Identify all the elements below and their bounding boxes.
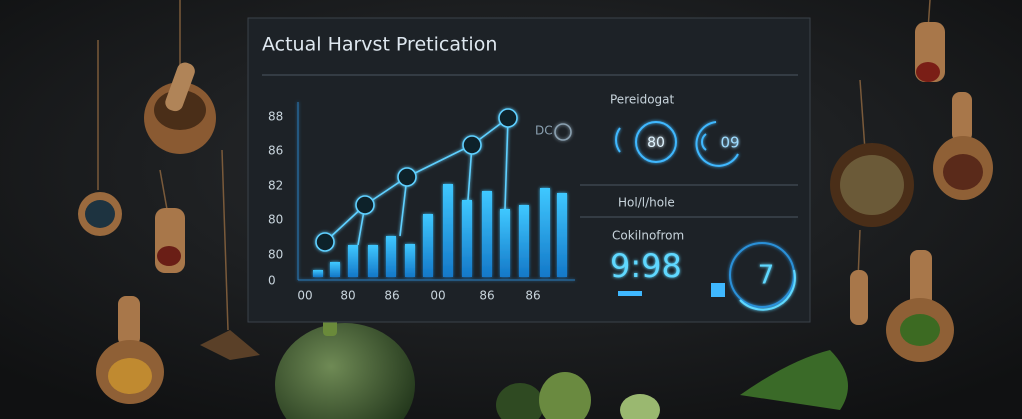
indicator [618, 291, 642, 296]
readout: 09 [720, 134, 739, 152]
panel-label: Hol/l/hole [618, 196, 675, 210]
x-label: 86 [384, 289, 399, 303]
panel-label: Cokilnofrom [612, 229, 684, 243]
x-label: 80 [340, 289, 355, 303]
bowls [78, 22, 993, 404]
x-label: 86 [479, 289, 494, 303]
y-label: 80 [268, 213, 283, 227]
side-widgets [615, 121, 796, 311]
x-label: 86 [525, 289, 540, 303]
y-label: 82 [268, 179, 283, 193]
y-label: 0 [268, 274, 276, 288]
y-label: 80 [268, 248, 283, 262]
x-label: 00 [297, 289, 312, 303]
screen-title: Actual Harvst Pretication [262, 34, 497, 56]
indicator [711, 283, 725, 297]
readout: 7 [758, 261, 775, 291]
trend [315, 108, 572, 252]
y-label: 88 [268, 110, 283, 124]
panel-label: Pereidogat [610, 93, 675, 107]
vegetables [200, 318, 848, 419]
x-label: 00 [430, 289, 445, 303]
readout: 9:98 [610, 247, 682, 285]
legend: DC [535, 124, 553, 138]
bars [313, 184, 567, 277]
chart [297, 102, 575, 281]
readout: 80 [647, 135, 665, 151]
y-label: 86 [268, 144, 283, 158]
